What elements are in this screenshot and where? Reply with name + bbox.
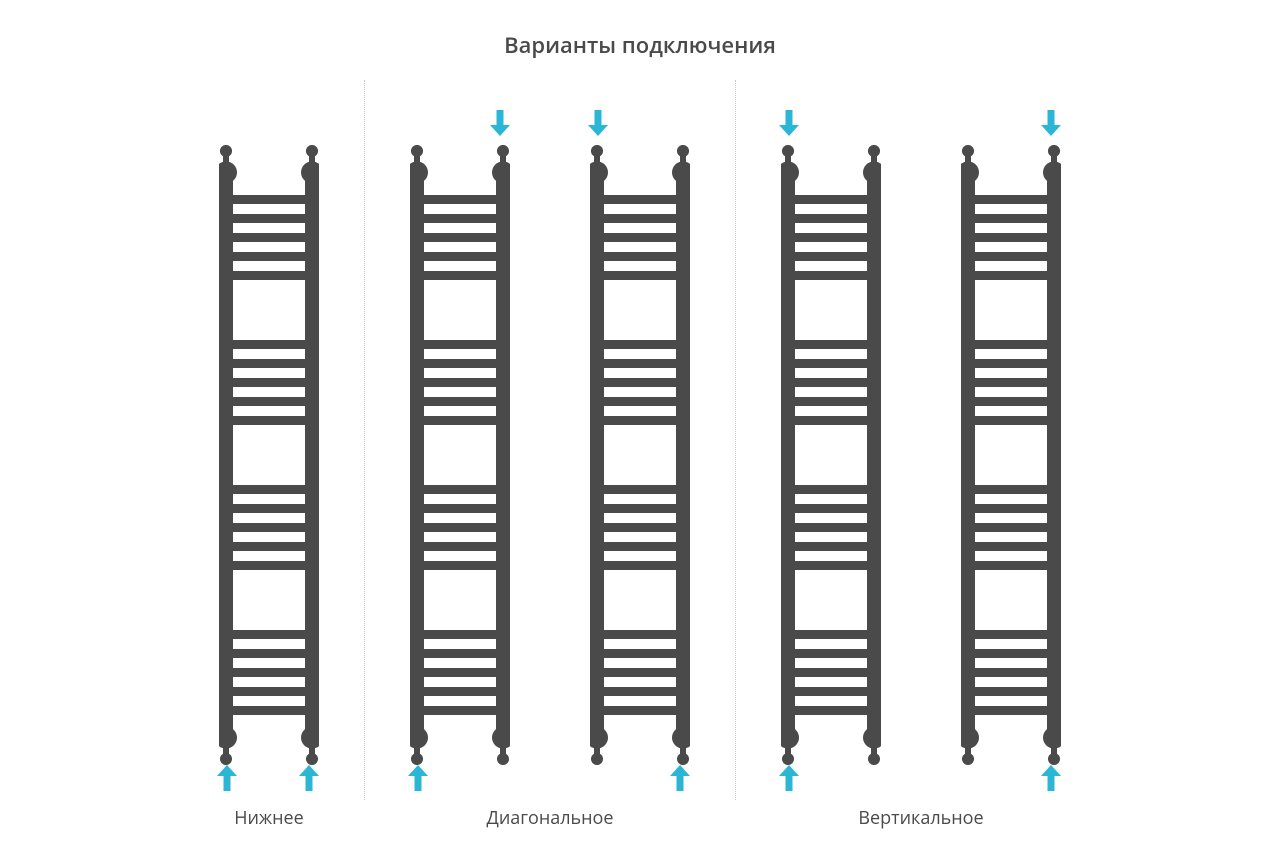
- page-title: Варианты подключения: [0, 0, 1280, 80]
- radiator-unit: [951, 110, 1071, 800]
- arrow-down-icon: [588, 110, 610, 138]
- group-label: Вертикальное: [858, 806, 983, 830]
- arrow-up-icon: [217, 765, 239, 793]
- arrow-up-icon: [1041, 765, 1063, 793]
- arrow-up-icon: [299, 765, 321, 793]
- group-divider: [364, 80, 365, 800]
- group-label: Диагональное: [487, 806, 614, 830]
- radiator-unit: [580, 110, 700, 800]
- group-divider: [735, 80, 736, 800]
- connection-group: Диагональное: [400, 80, 700, 830]
- radiator-icon: [219, 145, 319, 765]
- radiator-icon: [781, 145, 881, 765]
- radiator-unit: [209, 110, 329, 800]
- arrow-row-top: [400, 110, 520, 145]
- group-row: [209, 80, 329, 800]
- arrow-row-bottom: [951, 765, 1071, 800]
- group-label: Нижнее: [234, 806, 304, 830]
- arrow-row-top: [580, 110, 700, 145]
- group-row: [400, 80, 700, 800]
- arrow-row-top: [771, 110, 891, 145]
- arrow-down-icon: [1041, 110, 1063, 138]
- connection-group: Вертикальное: [771, 80, 1071, 830]
- group-row: [771, 80, 1071, 800]
- radiator-icon: [410, 145, 510, 765]
- arrow-row-bottom: [209, 765, 329, 800]
- connection-group: Нижнее: [209, 80, 329, 830]
- radiator-icon: [961, 145, 1061, 765]
- arrow-up-icon: [408, 765, 430, 793]
- groups-container: Нижнее Диагональное: [0, 80, 1280, 830]
- arrow-down-icon: [490, 110, 512, 138]
- radiator-unit: [400, 110, 520, 800]
- radiator-icon: [590, 145, 690, 765]
- arrow-row-top: [951, 110, 1071, 145]
- arrow-down-icon: [779, 110, 801, 138]
- arrow-row-bottom: [400, 765, 520, 800]
- arrow-row-top: [209, 110, 329, 145]
- radiator-unit: [771, 110, 891, 800]
- arrow-up-icon: [670, 765, 692, 793]
- arrow-row-bottom: [580, 765, 700, 800]
- arrow-row-bottom: [771, 765, 891, 800]
- arrow-up-icon: [779, 765, 801, 793]
